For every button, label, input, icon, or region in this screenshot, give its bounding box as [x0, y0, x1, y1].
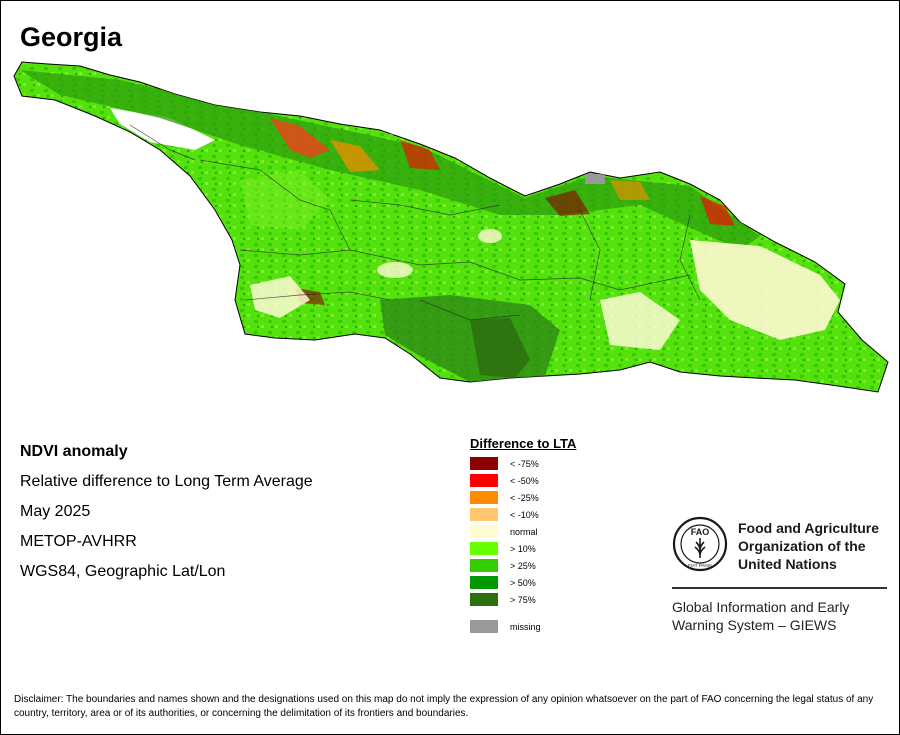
- legend-label: < -10%: [510, 509, 539, 520]
- sensor-label: METOP-AVHRR: [20, 533, 137, 550]
- branding-divider: [672, 587, 887, 589]
- legend-swatch: [470, 491, 498, 504]
- legend-item: normal: [470, 523, 576, 540]
- legend-item: > 25%: [470, 557, 576, 574]
- giews-line-1: Global Information and Early: [672, 599, 850, 615]
- disclaimer-text: Disclaimer: The boundaries and names sho…: [14, 694, 874, 719]
- legend-swatch: [470, 508, 498, 521]
- legend-item: < -25%: [470, 489, 576, 506]
- legend-item: < -75%: [470, 455, 576, 472]
- legend-item: > 50%: [470, 574, 576, 591]
- org-name-line-1: Food and Agriculture: [738, 520, 880, 536]
- product-name: NDVI anomaly: [20, 443, 128, 460]
- legend-swatch: [470, 474, 498, 487]
- fao-logo-text: FAO: [691, 527, 710, 537]
- fao-logo-icon: FAO FIAT PANIS: [672, 516, 728, 572]
- legend-label: > 25%: [510, 560, 536, 571]
- legend-item: < -10%: [470, 506, 576, 523]
- legend-label: < -25%: [510, 492, 539, 503]
- coastal-gap: [110, 108, 215, 150]
- legend-title: Difference to LTA: [470, 436, 577, 451]
- eastern-normal-area: [690, 240, 840, 340]
- legend-item: < -50%: [470, 472, 576, 489]
- legend-item: > 75%: [470, 591, 576, 608]
- giews-line-2: Warning System – GIEWS: [672, 617, 837, 633]
- giews-name: Global Information and Early Warning Sys…: [672, 598, 900, 634]
- fao-motto: FIAT PANIS: [688, 563, 712, 568]
- legend-swatch: [470, 542, 498, 555]
- legend-label: < -50%: [510, 475, 539, 486]
- map-title: Georgia: [20, 22, 123, 52]
- org-name-line-3: United Nations: [738, 556, 837, 572]
- legend-swatch: [470, 559, 498, 572]
- legend-swatch: [470, 457, 498, 470]
- legend-swatch-missing: [470, 620, 498, 633]
- legend-label-missing: missing: [510, 621, 541, 632]
- legend-swatch: [470, 593, 498, 606]
- projection-label: WGS84, Geographic Lat/Lon: [20, 563, 226, 580]
- legend-label: > 50%: [510, 577, 536, 588]
- map-info: NDVI anomaly Relative difference to Long…: [20, 440, 313, 590]
- product-description: Relative difference to Long Term Average: [20, 473, 313, 490]
- ndvi-map: [13, 61, 889, 393]
- period-label: May 2025: [20, 503, 91, 520]
- legend-item-missing: missing: [470, 618, 576, 635]
- legend-label: < -75%: [510, 458, 539, 469]
- legend-item: > 10%: [470, 540, 576, 557]
- org-name-line-2: Organization of the: [738, 538, 866, 554]
- country-shape: [13, 61, 889, 393]
- legend-label: > 75%: [510, 594, 536, 605]
- central-normal-area: [600, 292, 680, 350]
- admin-boundaries: [129, 124, 701, 321]
- legend-label: normal: [510, 526, 538, 537]
- legend-swatch: [470, 525, 498, 538]
- legend-label: > 10%: [510, 543, 536, 554]
- organization-name: Food and Agriculture Organization of the…: [738, 519, 900, 573]
- legend-swatch: [470, 576, 498, 589]
- southern-positive-area: [380, 295, 560, 382]
- map-legend: Difference to LTA < -75% < -50% < -25% < -1…: [470, 436, 576, 635]
